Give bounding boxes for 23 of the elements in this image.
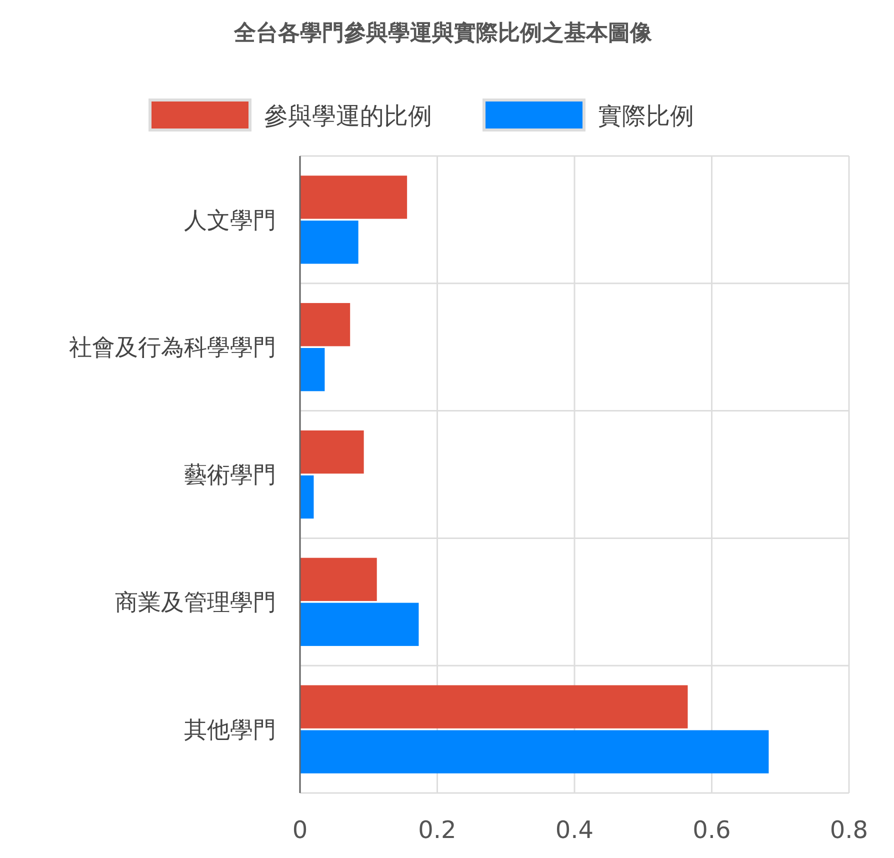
- y-tick-label: 商業及管理學門: [115, 590, 276, 616]
- y-tick-label: 其他學門: [184, 717, 276, 744]
- y-tick-label: 藝術學門: [184, 462, 276, 489]
- x-tick-label: 0.2: [418, 816, 456, 844]
- y-tick-label: 人文學門: [184, 208, 276, 234]
- bar: [300, 303, 350, 346]
- bar: [300, 176, 408, 219]
- bar: [300, 475, 314, 519]
- bar: [300, 602, 419, 646]
- x-tick-label: 0.6: [692, 816, 731, 844]
- bar: [300, 558, 377, 601]
- legend-label: 實際比例: [598, 102, 694, 130]
- x-tick-label: 0.8: [830, 816, 868, 844]
- bar: [300, 685, 688, 728]
- y-tick-label: 社會及行為科學學門: [69, 335, 276, 362]
- chart-title: 全台各學門參與學運與實際比例之基本圖像: [233, 20, 653, 46]
- bar: [300, 348, 325, 392]
- bar: [300, 730, 769, 774]
- x-tick-label: 0.4: [555, 816, 594, 844]
- legend-label: 參與學運的比例: [264, 102, 432, 130]
- bar: [300, 430, 364, 474]
- bar: [300, 220, 358, 264]
- x-tick-label: 0: [292, 816, 308, 844]
